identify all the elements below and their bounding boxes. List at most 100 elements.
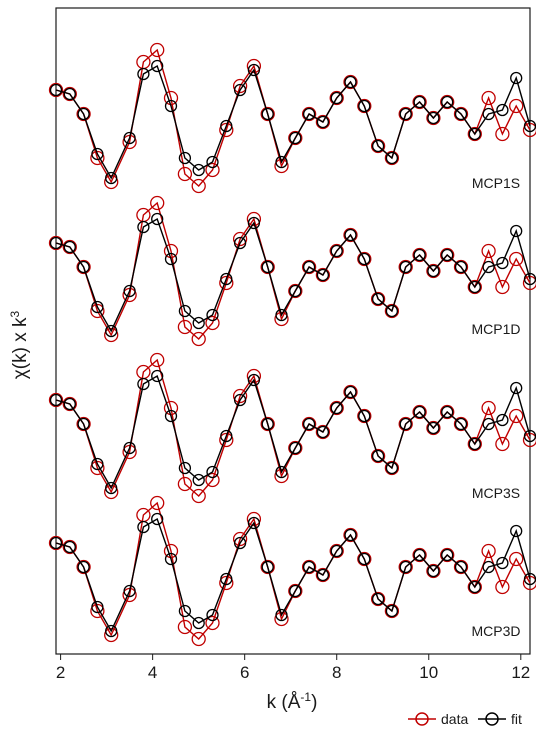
plot-frame [55, 7, 531, 655]
marker-data [150, 195, 165, 211]
marker-fit [63, 540, 76, 554]
marker-fit [275, 308, 288, 322]
marker-fit [137, 377, 150, 391]
marker-data [288, 283, 303, 299]
marker-fit [316, 115, 330, 129]
panel-label: MCP3D [471, 623, 520, 639]
marker-fit [289, 284, 302, 298]
marker-fit [275, 465, 288, 479]
marker-data [370, 291, 386, 307]
marker-data [495, 579, 510, 595]
marker-data [62, 539, 77, 555]
marker-fit [371, 292, 385, 306]
marker-fit [441, 248, 454, 262]
x-axis-title-sup: -1 [300, 690, 311, 704]
marker-data [495, 436, 510, 452]
marker-fit [164, 252, 178, 266]
marker-data [343, 74, 358, 90]
marker-fit [123, 441, 136, 455]
marker-data [509, 251, 524, 267]
marker-fit [289, 131, 302, 145]
marker-data [260, 559, 275, 575]
marker-fit [192, 163, 205, 177]
marker-data [329, 90, 344, 106]
marker-fit [289, 584, 302, 598]
marker-data [453, 259, 469, 275]
marker-fit [206, 308, 219, 322]
marker-fit [247, 63, 261, 77]
marker-fit [151, 59, 164, 73]
marker-data [467, 436, 482, 452]
marker-fit [441, 548, 454, 562]
legend-data-marker [415, 712, 429, 726]
marker-data [453, 416, 469, 432]
marker-fit [482, 417, 495, 431]
marker-data [426, 263, 441, 279]
marker-data [219, 275, 234, 291]
marker-fit [454, 417, 468, 431]
marker-data [343, 384, 358, 400]
marker-fit [91, 300, 104, 314]
marker-data [315, 114, 331, 130]
marker-data [246, 511, 262, 527]
marker-fit [220, 429, 233, 443]
marker-data [232, 531, 248, 547]
marker-data [467, 579, 482, 595]
marker-data [481, 90, 496, 106]
marker-data [90, 603, 105, 619]
y-axis-title-sup: 3 [8, 311, 22, 318]
marker-fit [49, 236, 63, 250]
marker-data [177, 166, 193, 182]
marker-data [329, 543, 344, 559]
marker-fit [302, 417, 316, 431]
marker-data [467, 279, 482, 295]
marker-data [104, 627, 119, 643]
marker-data [205, 615, 220, 631]
marker-fit [427, 264, 440, 278]
marker-data [343, 527, 358, 543]
marker-data [219, 122, 234, 138]
marker-fit [63, 240, 76, 254]
marker-fit [358, 252, 371, 266]
marker-data [246, 211, 262, 227]
marker-fit [344, 75, 357, 89]
marker-fit [137, 67, 150, 81]
marker-data [426, 110, 441, 126]
marker-fit [105, 624, 118, 638]
marker-data [370, 591, 386, 607]
marker-fit [385, 304, 399, 318]
marker-data [384, 603, 400, 619]
marker-fit [233, 536, 247, 550]
marker-data [467, 126, 482, 142]
marker-data [301, 259, 317, 275]
marker-data [288, 440, 303, 456]
marker-fit [454, 107, 468, 121]
marker-fit [316, 568, 330, 582]
marker-fit [77, 260, 90, 274]
marker-data [384, 150, 400, 166]
marker-data [232, 388, 248, 404]
marker-fit [385, 151, 399, 165]
marker-data [177, 476, 193, 492]
marker-data [205, 315, 220, 331]
marker-data [315, 567, 331, 583]
marker-fit [91, 600, 104, 614]
marker-fit [233, 236, 247, 250]
marker-fit [358, 409, 371, 423]
marker-data [260, 106, 275, 122]
marker-fit [164, 99, 178, 113]
marker-fit [178, 604, 192, 618]
marker-fit [289, 441, 302, 455]
marker-fit [77, 417, 90, 431]
marker-data [453, 559, 469, 575]
marker-data [315, 424, 331, 440]
marker-fit [427, 111, 440, 125]
marker-fit [206, 465, 219, 479]
marker-fit [454, 260, 468, 274]
x-axis-title: k (Å-1) [267, 690, 318, 713]
marker-fit [385, 461, 399, 475]
panel-label: MCP1S [472, 175, 520, 191]
marker-fit [49, 83, 63, 97]
marker-fit [192, 616, 205, 630]
